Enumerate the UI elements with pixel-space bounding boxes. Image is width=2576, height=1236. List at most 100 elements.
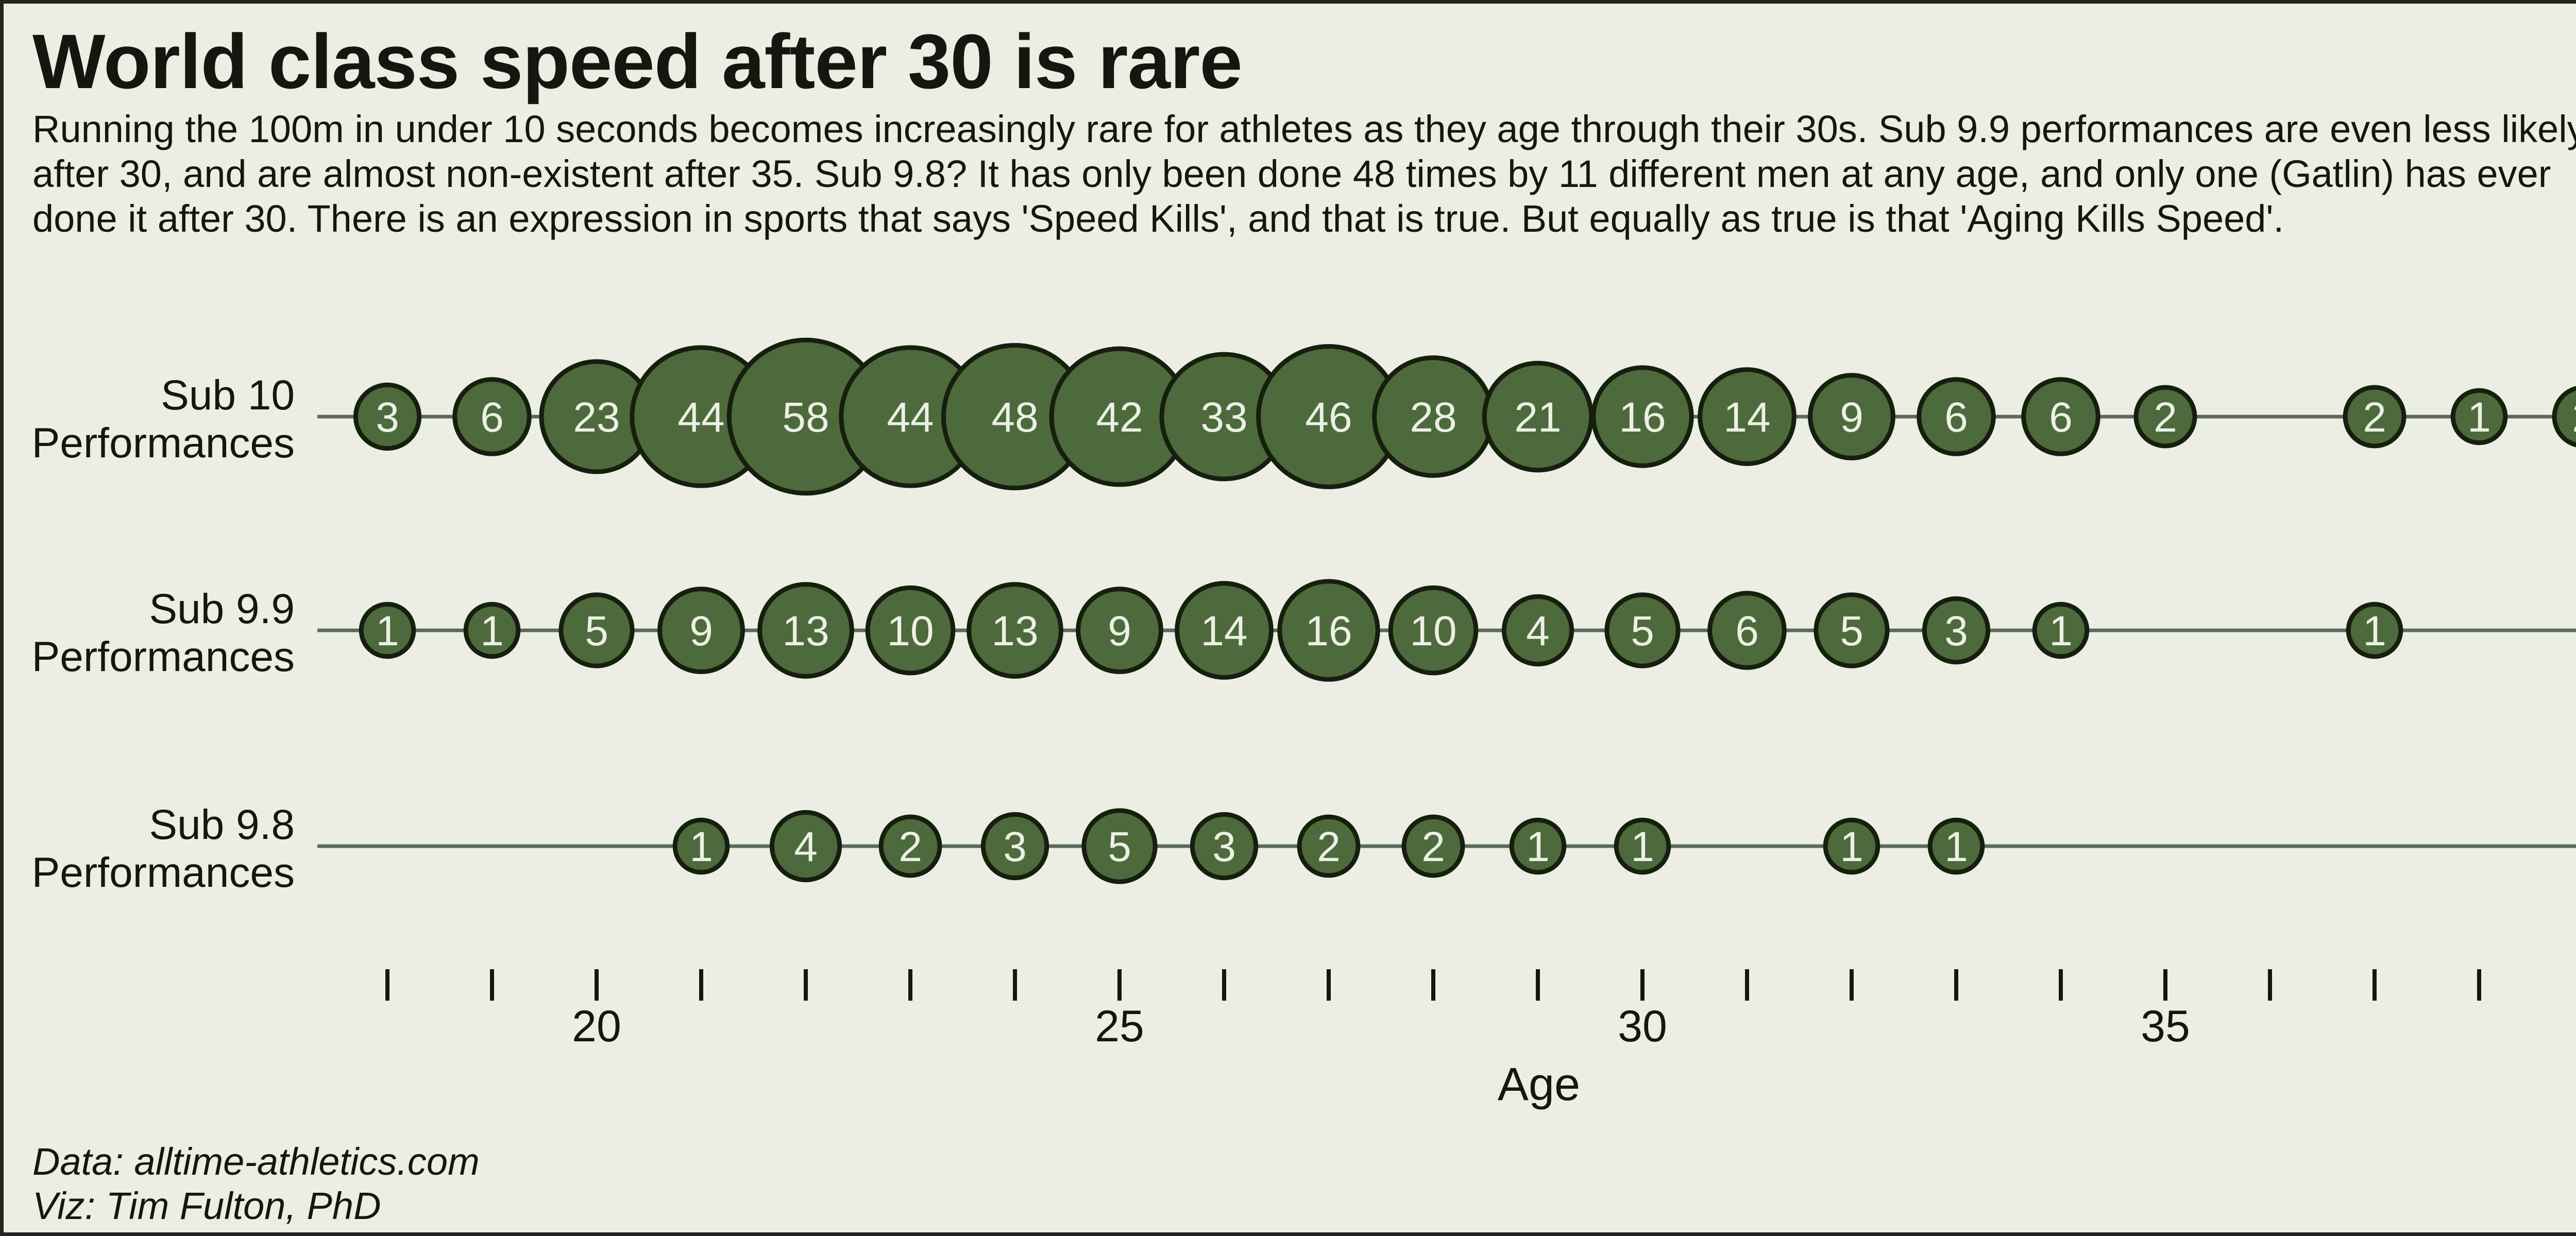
bubble-count-label: 44 <box>677 394 724 441</box>
axis-tick-label: 25 <box>1095 1002 1144 1051</box>
bubble <box>1076 587 1163 674</box>
bubble-count-label: 5 <box>585 608 608 655</box>
bubble-count-label: 46 <box>1305 394 1352 441</box>
bubble-count-label: 1 <box>2363 608 2386 655</box>
bubble <box>1509 817 1567 875</box>
subtitle-line-3: done it after 30. There is an expression… <box>32 197 2284 240</box>
bubble <box>769 810 842 883</box>
subtitle-line-1: Running the 100m in under 10 seconds bec… <box>32 108 2576 150</box>
bubble <box>1707 591 1787 670</box>
bubble-count-label: 16 <box>1305 608 1352 655</box>
bubble <box>2021 377 2100 456</box>
data-source-note: Data: alltime-athletics.com <box>32 1140 480 1183</box>
row-label-line-2: Performances <box>32 849 295 896</box>
bubble-count-label: 1 <box>480 608 504 655</box>
bubble-count-label: 2 <box>1317 823 1341 870</box>
bubble-count-label: 58 <box>782 394 829 441</box>
bubble <box>1401 814 1465 878</box>
bubble-count-label: 13 <box>991 608 1038 655</box>
bubble-count-label: 48 <box>991 394 1038 441</box>
bubble-count-label: 10 <box>1410 608 1456 655</box>
bubble-count-label: 10 <box>887 608 934 655</box>
bubble-count-label: 16 <box>1619 394 1666 441</box>
bubble-count-label: 14 <box>1200 608 1247 655</box>
bubble-count-label: 23 <box>573 394 620 441</box>
bubble <box>865 585 956 676</box>
bubble <box>2133 385 2197 449</box>
bubble <box>980 812 1049 881</box>
bubble <box>1297 814 1361 878</box>
bubble <box>2450 388 2508 445</box>
bubble <box>1388 585 1479 676</box>
bubble-count-label: 6 <box>480 394 504 441</box>
bubble <box>878 814 942 878</box>
bubble-count-label: 9 <box>1108 608 1131 655</box>
bubble <box>1927 817 1985 875</box>
bubble-count-label: 42 <box>1096 394 1143 441</box>
bubble-count-label: 44 <box>887 394 934 441</box>
bubble-count-label: 2 <box>899 823 922 870</box>
bubble-count-label: 21 <box>1514 394 1561 441</box>
bubble <box>2346 602 2403 659</box>
bubble-count-label: 1 <box>1840 823 1863 870</box>
bubble <box>657 587 745 674</box>
bubble <box>1190 812 1259 881</box>
bubble <box>1823 817 1880 875</box>
bubble-count-label: 9 <box>689 608 713 655</box>
bubble-count-label: 2 <box>2572 394 2576 441</box>
row-label-line-1: Sub 10 <box>161 372 295 419</box>
bubble <box>1175 581 1274 680</box>
bubble-count-label: 1 <box>2467 394 2491 441</box>
chart-subtitle: Running the 100m in under 10 seconds bec… <box>32 107 2576 241</box>
chart-footer: Data: alltime-athletics.com Viz: Tim Ful… <box>32 1140 480 1228</box>
bubble-count-label: 2 <box>2363 394 2386 441</box>
bubble-count-label: 14 <box>1723 394 1770 441</box>
bubble-count-label: 6 <box>1944 394 1968 441</box>
row-label-line-1: Sub 9.8 <box>149 801 295 848</box>
bubble-count-label: 1 <box>1944 823 1968 870</box>
bubble-count-label: 5 <box>1108 823 1131 870</box>
bubble <box>1698 367 1797 466</box>
bubble-count-label: 6 <box>2049 394 2073 441</box>
bubble <box>558 592 635 668</box>
bubble-count-label: 1 <box>376 608 399 655</box>
bubble-count-label: 3 <box>1944 608 1968 655</box>
bubble <box>967 582 1063 679</box>
bubble-count-label: 6 <box>1735 608 1759 655</box>
bubble <box>452 377 532 456</box>
bubble <box>1501 594 1574 667</box>
bubble-count-label: 2 <box>2154 394 2177 441</box>
row-label-line-2: Performances <box>32 633 295 680</box>
bubble <box>672 817 730 875</box>
bubble-count-label: 4 <box>794 823 818 870</box>
bubble <box>463 602 521 659</box>
bubble-count-label: 5 <box>1631 608 1654 655</box>
bubble-count-label: 9 <box>1840 394 1863 441</box>
axis-tick-label: 30 <box>1618 1002 1667 1051</box>
row-label-line-2: Performances <box>32 420 295 467</box>
bubble <box>1591 365 1694 468</box>
bubble <box>1081 808 1158 884</box>
bubble-count-label: 1 <box>689 823 713 870</box>
axis-title: Age <box>1498 1059 1580 1110</box>
bubble <box>757 582 854 679</box>
bubble-count-label: 3 <box>376 394 399 441</box>
bubble <box>2552 386 2576 448</box>
axis-tick-label: 35 <box>2141 1002 2190 1051</box>
bubble-count-label: 13 <box>782 608 829 655</box>
bubble <box>353 382 422 451</box>
bubble <box>2032 602 2090 659</box>
bubble <box>1614 817 1671 875</box>
bubble-count-label: 5 <box>1840 608 1863 655</box>
bubble-count-label: 1 <box>1631 823 1654 870</box>
axis-tick-label: 20 <box>572 1002 621 1051</box>
viz-credit-note: Viz: Tim Fulton, PhD <box>32 1184 381 1227</box>
bubble-count-label: 3 <box>1212 823 1236 870</box>
bubble <box>1814 592 1890 668</box>
bubble-count-label: 28 <box>1410 394 1456 441</box>
row-label-line-1: Sub 9.9 <box>149 586 295 632</box>
bubble-count-label: 4 <box>1526 608 1550 655</box>
chart-title: World class speed after 30 is rare <box>32 18 1243 105</box>
